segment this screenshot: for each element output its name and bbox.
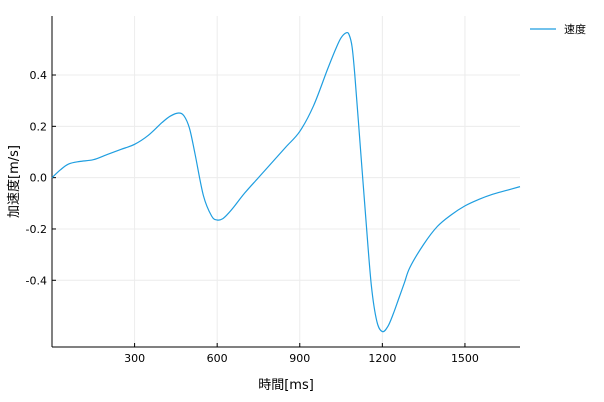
x-tick-label: 900 bbox=[289, 352, 310, 365]
grid bbox=[52, 16, 520, 347]
y-axis-title: 加速度[m/s] bbox=[6, 145, 22, 218]
x-tick-label: 600 bbox=[207, 352, 228, 365]
y-tick-label: 0.0 bbox=[30, 172, 48, 185]
y-tick-label: -0.2 bbox=[26, 223, 47, 236]
x-tick-label: 300 bbox=[124, 352, 145, 365]
tick-labels: 300 600 900 1200 1500 -0.4 -0.2 0.0 0.2 0.4 bbox=[26, 69, 479, 365]
x-axis-title: 時間[ms] bbox=[258, 378, 314, 393]
series-line bbox=[51, 31, 521, 333]
legend-label: 速度 bbox=[564, 22, 586, 36]
y-tick-label: 0.2 bbox=[30, 120, 48, 133]
x-tick-label: 1200 bbox=[368, 352, 396, 365]
y-tick-label: 0.4 bbox=[30, 69, 48, 82]
y-tick-label: -0.4 bbox=[26, 274, 47, 287]
axes bbox=[51, 16, 520, 348]
legend: 速度 bbox=[530, 22, 586, 36]
series-layer bbox=[51, 31, 521, 333]
x-tick-label: 1500 bbox=[451, 352, 479, 365]
